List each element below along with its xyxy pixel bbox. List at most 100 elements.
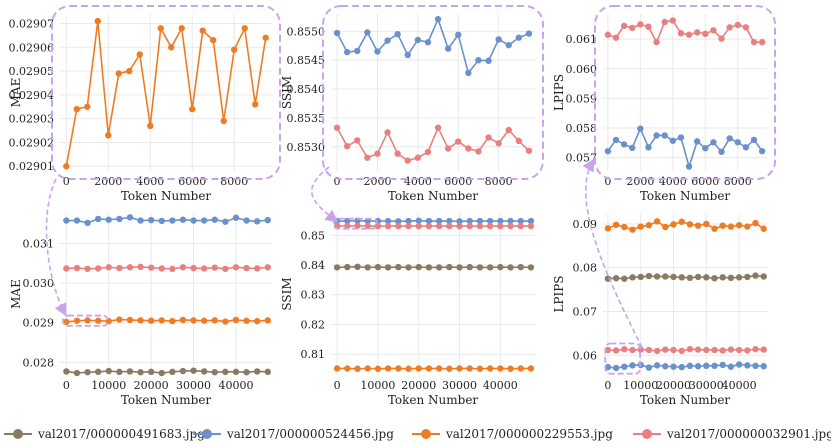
x-tick-label: 30000: [176, 379, 211, 392]
y-tick-label: 0.060: [566, 63, 598, 76]
data-point: [333, 264, 341, 271]
data-point: [726, 24, 733, 31]
data-point: [456, 365, 463, 372]
data-point: [190, 217, 197, 224]
data-point: [169, 265, 176, 273]
zoom-connector-arrow: [45, 178, 67, 317]
x-axis-label: Token Number: [388, 189, 479, 203]
data-point: [126, 316, 134, 324]
data-point: [243, 369, 250, 376]
data-point: [621, 275, 628, 282]
data-point: [73, 105, 80, 113]
data-point: [495, 140, 502, 147]
data-point: [629, 362, 636, 369]
data-point: [137, 217, 144, 224]
data-point: [629, 144, 636, 152]
data-point: [507, 217, 514, 225]
data-point: [384, 222, 392, 230]
data-point: [703, 346, 710, 354]
data-point: [116, 316, 123, 323]
data-point: [637, 273, 644, 281]
data-point: [116, 368, 123, 376]
data-point: [395, 222, 402, 230]
data-point: [253, 265, 261, 272]
data-point: [169, 317, 176, 325]
data-point: [662, 273, 669, 280]
data-point: [73, 369, 81, 377]
zoom-connector-arrow: [311, 166, 339, 223]
zoom-panel-frame: [594, 5, 776, 180]
data-point: [63, 368, 70, 375]
data-point: [374, 150, 381, 157]
data-point: [384, 264, 392, 271]
data-point: [629, 346, 636, 354]
data-point: [621, 345, 628, 353]
legend-label: val2017/000000032901.jpg: [667, 427, 831, 441]
data-point: [744, 362, 751, 369]
data-point: [517, 365, 524, 372]
data-point: [384, 37, 391, 44]
data-point: [718, 35, 725, 42]
x-tick-label: 20000: [656, 379, 691, 392]
data-point: [645, 222, 653, 229]
data-point: [210, 36, 217, 44]
data-point: [637, 21, 644, 28]
data-point: [425, 217, 433, 225]
data-point: [435, 222, 443, 230]
data-point: [744, 347, 751, 354]
data-point: [527, 365, 535, 372]
y-tick-label: 0.09: [573, 218, 598, 231]
data-point: [364, 264, 371, 271]
data-point: [222, 368, 229, 376]
data-point: [425, 365, 433, 372]
data-point: [612, 347, 620, 354]
data-point: [702, 30, 709, 38]
data-point: [179, 216, 187, 223]
data-point: [169, 217, 176, 224]
x-axis-label: Token Number: [121, 393, 212, 407]
x-tick-label: 0: [604, 175, 611, 188]
data-point: [333, 29, 341, 37]
y-tick-label: 0.02907: [9, 18, 55, 31]
data-point: [211, 216, 218, 223]
x-tick-label: 2000: [94, 175, 122, 188]
data-point: [693, 29, 701, 36]
y-tick-label: 0.061: [566, 33, 598, 46]
x-tick-label: 0: [334, 379, 341, 392]
data-point: [73, 317, 81, 324]
data-point: [200, 317, 208, 324]
data-point: [94, 368, 102, 376]
x-axis-label: Token Number: [388, 393, 479, 407]
data-point: [678, 363, 685, 371]
legend-swatch: [4, 427, 32, 441]
data-point: [727, 363, 735, 370]
data-point: [425, 264, 433, 271]
x-tick-label: 10000: [91, 379, 126, 392]
data-point: [179, 367, 187, 375]
data-point: [343, 48, 351, 56]
data-point: [158, 369, 165, 377]
data-point: [466, 263, 473, 271]
data-point: [686, 221, 694, 228]
data-point: [344, 222, 351, 230]
data-point: [456, 222, 463, 230]
data-point: [84, 317, 91, 324]
data-point: [645, 144, 652, 151]
data-point: [415, 365, 422, 372]
data-point: [515, 34, 523, 41]
data-point: [222, 218, 229, 225]
data-point: [158, 265, 165, 272]
data-point: [374, 365, 382, 372]
legend-label: val2017/000000524456.jpg: [227, 427, 394, 441]
data-point: [105, 216, 112, 223]
data-point: [497, 263, 504, 271]
data-point: [344, 263, 351, 271]
x-tick-label: 8000: [220, 175, 248, 188]
data-point: [669, 137, 677, 144]
data-point: [760, 273, 767, 280]
data-point: [670, 363, 677, 370]
data-point: [73, 217, 81, 224]
x-tick-label: 4000: [136, 175, 164, 188]
data-point: [211, 264, 218, 271]
data-point: [507, 365, 514, 372]
